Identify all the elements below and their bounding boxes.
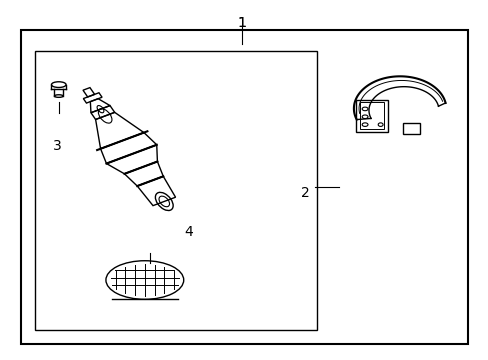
Text: 1: 1 — [237, 16, 246, 30]
Text: 3: 3 — [53, 139, 61, 153]
Bar — [356, 100, 387, 132]
Ellipse shape — [106, 261, 183, 299]
Bar — [360, 103, 383, 129]
Bar — [21, 30, 467, 344]
Text: 1: 1 — [237, 16, 246, 30]
Polygon shape — [402, 123, 419, 134]
Text: 4: 4 — [184, 225, 193, 239]
Bar — [35, 51, 317, 330]
Ellipse shape — [51, 82, 66, 87]
Text: 2: 2 — [301, 185, 309, 199]
